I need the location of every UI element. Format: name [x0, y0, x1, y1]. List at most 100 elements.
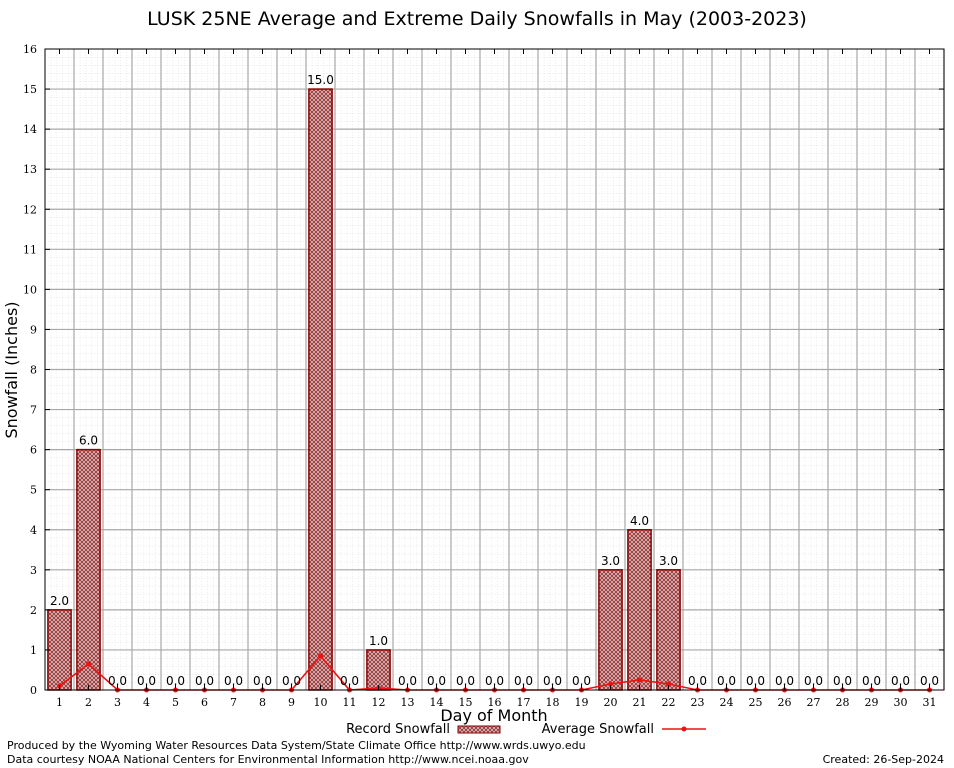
- x-tick-label-2: 2: [85, 696, 92, 709]
- bar-label-day-10: 15.0: [307, 73, 334, 87]
- x-tick-label-1: 1: [56, 696, 63, 709]
- x-tick-label-6: 6: [201, 696, 208, 709]
- footer-created-date: Created: 26-Sep-2024: [822, 753, 944, 766]
- bar-day-1: [47, 609, 72, 691]
- y-tick-label-12: 12: [23, 203, 37, 216]
- x-tick-label-9: 9: [288, 696, 295, 709]
- bar-day-2: [76, 448, 101, 691]
- bar-label-day-16: 0.0: [485, 674, 504, 688]
- bar-label-day-1: 2.0: [50, 594, 69, 608]
- x-tick-label-10: 10: [314, 696, 328, 709]
- x-tick-label-23: 23: [691, 696, 705, 709]
- bar-label-day-25: 0.0: [746, 674, 765, 688]
- x-axis-ticks: 1 2 3 4 5 6 7 8 9 10 11 12 13 14 15 16 17 18 19 20 21 22 23 24 2…: [56, 49, 937, 709]
- x-tick-label-22: 22: [662, 696, 676, 709]
- y-tick-label-0: 0: [30, 684, 37, 697]
- footer-produced-by: Produced by the Wyoming Water Resources …: [7, 739, 586, 752]
- legend-record-label: Record Snowfall: [346, 722, 450, 737]
- x-tick-label-30: 30: [894, 696, 908, 709]
- x-tick-label-7: 7: [230, 696, 237, 709]
- bar-series: [47, 88, 681, 691]
- bar-label-day-6: 0.0: [195, 674, 214, 688]
- y-tick-label-4: 4: [30, 524, 37, 537]
- bar-label-day-2: 6.0: [79, 434, 98, 448]
- bar-label-day-28: 0.0: [833, 674, 852, 688]
- bar-label-day-3: 0.0: [108, 674, 127, 688]
- y-tick-label-14: 14: [23, 123, 37, 136]
- bar-label-day-5: 0.0: [166, 674, 185, 688]
- x-tick-label-18: 18: [546, 696, 560, 709]
- x-tick-label-17: 17: [517, 696, 531, 709]
- legend-average-label: Average Snowfall: [542, 722, 654, 737]
- y-tick-label-3: 3: [30, 564, 37, 577]
- x-tick-label-11: 11: [343, 696, 357, 709]
- bar-label-day-29: 0.0: [862, 674, 881, 688]
- y-tick-label-5: 5: [30, 484, 37, 497]
- y-tick-label-8: 8: [30, 364, 37, 377]
- x-tick-label-12: 12: [372, 696, 386, 709]
- x-tick-label-4: 4: [143, 696, 150, 709]
- bar-label-day-13: 0.0: [398, 674, 417, 688]
- bar-label-day-26: 0.0: [775, 674, 794, 688]
- grid-major: [45, 49, 945, 690]
- y-tick-label-11: 11: [23, 243, 37, 256]
- x-tick-label-3: 3: [114, 696, 121, 709]
- y-tick-label-6: 6: [30, 444, 37, 457]
- x-tick-label-19: 19: [575, 696, 589, 709]
- x-tick-label-13: 13: [401, 696, 415, 709]
- x-axis-label: Day of Month: [440, 706, 547, 725]
- y-axis-label: Snowfall (Inches): [2, 301, 21, 438]
- x-tick-label-15: 15: [459, 696, 473, 709]
- bar-label-day-21: 4.0: [630, 514, 649, 528]
- y-tick-label-16: 16: [23, 43, 37, 56]
- bar-label-day-17: 0.0: [514, 674, 533, 688]
- bar-label-day-20: 3.0: [601, 554, 620, 568]
- bar-label-day-30: 0.0: [891, 674, 910, 688]
- average-point-day-22: [666, 681, 671, 687]
- bar-day-22: [656, 569, 681, 691]
- bar-label-day-24: 0.0: [717, 674, 736, 688]
- bar-label-day-23: 0.0: [688, 674, 707, 688]
- bar-day-21: [627, 529, 652, 691]
- x-tick-label-8: 8: [259, 696, 266, 709]
- y-tick-label-15: 15: [23, 83, 37, 96]
- bar-value-labels: 2.0 6.0 0.0 0.0 0.0 0.0 0.0 0.0 0.0 15.0 0.0 1.0 0.0…: [50, 73, 939, 688]
- bar-label-day-7: 0.0: [224, 674, 243, 688]
- x-tick-label-14: 14: [430, 696, 444, 709]
- legend-average-marker: [681, 726, 687, 732]
- bar-label-day-8: 0.0: [253, 674, 272, 688]
- bar-label-day-19: 0.0: [572, 674, 591, 688]
- footer-data-courtesy: Data courtesy NOAA National Centers for …: [7, 753, 529, 766]
- legend-record-swatch: [457, 725, 501, 734]
- bar-label-day-4: 0.0: [137, 674, 156, 688]
- bar-label-day-22: 3.0: [659, 554, 678, 568]
- bar-label-day-18: 0.0: [543, 674, 562, 688]
- bar-label-day-12: 1.0: [369, 634, 388, 648]
- y-tick-label-2: 2: [30, 604, 37, 617]
- bar-day-20: [598, 569, 623, 691]
- y-tick-label-13: 13: [23, 163, 37, 176]
- x-tick-label-25: 25: [749, 696, 763, 709]
- x-tick-label-16: 16: [488, 696, 502, 709]
- bar-label-day-27: 0.0: [804, 674, 823, 688]
- average-point-day-21: [637, 677, 642, 683]
- bar-label-day-15: 0.0: [456, 674, 475, 688]
- bar-label-day-9: 0.0: [282, 674, 301, 688]
- bar-day-12: [366, 649, 391, 691]
- y-tick-label-7: 7: [30, 404, 37, 417]
- x-tick-label-27: 27: [807, 696, 821, 709]
- x-tick-label-28: 28: [836, 696, 850, 709]
- x-tick-label-5: 5: [172, 696, 179, 709]
- x-tick-label-31: 31: [923, 696, 937, 709]
- x-tick-label-24: 24: [720, 696, 734, 709]
- bar-label-day-31: 0.0: [920, 674, 939, 688]
- average-point-day-2: [86, 661, 91, 667]
- average-point-day-20: [608, 681, 613, 687]
- average-point-day-10: [318, 653, 323, 659]
- chart-title: LUSK 25NE Average and Extreme Daily Snow…: [147, 8, 807, 30]
- y-tick-label-1: 1: [30, 644, 37, 657]
- x-tick-label-29: 29: [865, 696, 879, 709]
- bar-day-10: [308, 88, 333, 691]
